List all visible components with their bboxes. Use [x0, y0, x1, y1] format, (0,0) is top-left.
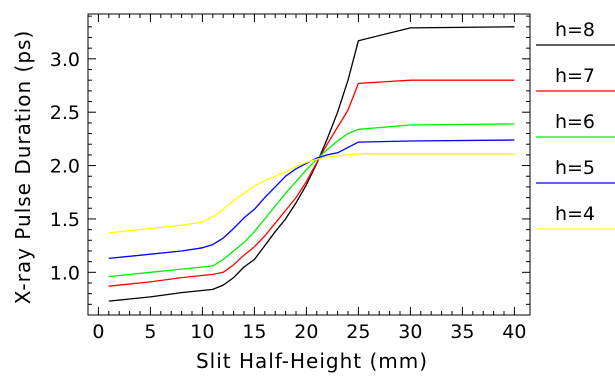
y-tick-label: 3.0: [50, 49, 80, 71]
x-tick-label: 30: [398, 321, 422, 343]
x-tick-label: 25: [346, 321, 370, 343]
x-tick-label: 15: [242, 321, 266, 343]
x-tick-label: 5: [144, 321, 156, 343]
y-axis-title: X-ray Pulse Duration (ps): [11, 30, 35, 305]
series-line-h-8: [108, 26, 515, 302]
x-tick-label: 40: [502, 321, 526, 343]
y-axis-ticks: 1.0 1.5 2.0 2.5 3.0: [50, 15, 530, 305]
x-tick-label: 35: [450, 321, 474, 343]
series-line-h-7: [108, 79, 515, 287]
x-axis-ticks: 0 5 10 15 20 25 30 35 40: [92, 14, 526, 343]
y-tick-label: 2.0: [50, 156, 80, 178]
series-lines: [108, 26, 515, 302]
x-tick-label: 20: [294, 321, 318, 343]
y-tick-label: 2.5: [50, 102, 80, 124]
x-tick-label: 0: [92, 321, 104, 343]
legend-label: h=6: [555, 111, 595, 133]
legend-label: h=7: [555, 65, 595, 87]
series-line-h-4: [108, 153, 515, 234]
y-tick-label: 1.0: [50, 262, 80, 284]
legend-label: h=5: [555, 157, 595, 179]
legend: h=8 h=7 h=6 h=5 h=4: [536, 19, 615, 230]
x-axis-title: Slit Half-Height (mm): [196, 349, 428, 373]
legend-label: h=4: [555, 203, 595, 225]
legend-label: h=8: [555, 19, 595, 41]
plot-frame: [87, 13, 531, 316]
y-tick-label: 1.5: [50, 209, 80, 231]
series-line-h-6: [108, 123, 515, 278]
x-tick-label: 10: [190, 321, 214, 343]
series-line-h-5: [108, 139, 515, 260]
plot-border: [87, 13, 531, 316]
